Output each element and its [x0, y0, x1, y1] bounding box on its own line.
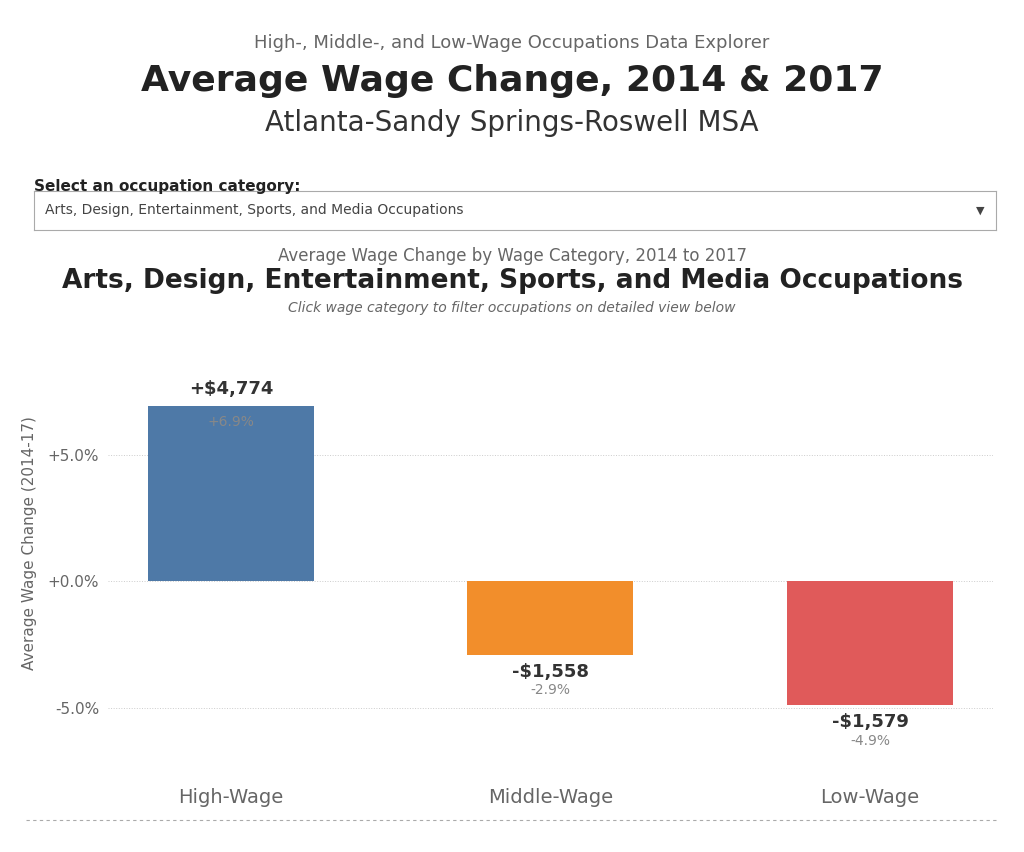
- Text: ▼: ▼: [976, 205, 985, 216]
- Text: Select an occupation category:: Select an occupation category:: [34, 179, 300, 194]
- Text: -$1,579: -$1,579: [831, 713, 908, 731]
- Text: -2.9%: -2.9%: [530, 683, 570, 697]
- Bar: [467, 581, 634, 654]
- Text: Average Wage Change, 2014 & 2017: Average Wage Change, 2014 & 2017: [140, 64, 884, 98]
- Text: Arts, Design, Entertainment, Sports, and Media Occupations: Arts, Design, Entertainment, Sports, and…: [45, 204, 464, 217]
- Text: Arts, Design, Entertainment, Sports, and Media Occupations: Arts, Design, Entertainment, Sports, and…: [61, 268, 963, 295]
- Text: -4.9%: -4.9%: [850, 734, 890, 748]
- Y-axis label: Average Wage Change (2014-17): Average Wage Change (2014-17): [22, 417, 37, 670]
- Text: +6.9%: +6.9%: [208, 415, 254, 429]
- Text: High-, Middle-, and Low-Wage Occupations Data Explorer: High-, Middle-, and Low-Wage Occupations…: [254, 34, 770, 52]
- Bar: [786, 581, 953, 705]
- Text: Atlanta-Sandy Springs-Roswell MSA: Atlanta-Sandy Springs-Roswell MSA: [265, 109, 759, 137]
- Bar: [147, 406, 314, 581]
- Text: -$1,558: -$1,558: [512, 663, 589, 681]
- Text: Click wage category to filter occupations on detailed view below: Click wage category to filter occupation…: [288, 301, 736, 314]
- Text: Average Wage Change by Wage Category, 2014 to 2017: Average Wage Change by Wage Category, 20…: [278, 247, 746, 265]
- Text: +$4,774: +$4,774: [188, 380, 273, 398]
